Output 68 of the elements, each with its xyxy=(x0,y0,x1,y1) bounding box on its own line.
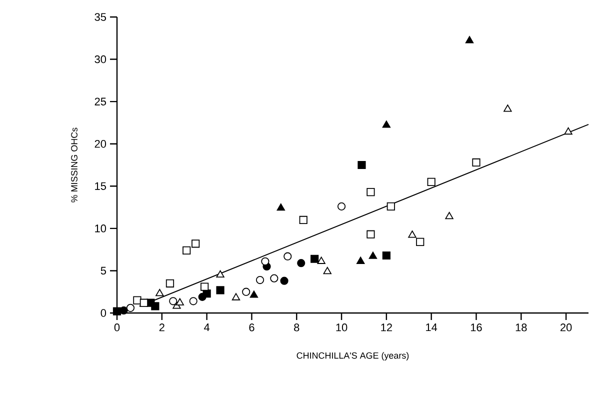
point xyxy=(504,104,512,112)
point xyxy=(382,251,390,260)
point xyxy=(140,298,148,307)
point xyxy=(310,254,319,263)
point xyxy=(256,276,264,284)
x-tick-label: 6 xyxy=(249,324,254,332)
point xyxy=(189,297,198,306)
y-tick-label: 25 xyxy=(94,98,106,106)
x-axis-title: CHINCHILLA'S AGE (years) xyxy=(296,352,409,360)
x-tick-label: 0 xyxy=(114,324,120,332)
point xyxy=(151,302,160,310)
point xyxy=(182,246,191,254)
point xyxy=(366,230,375,238)
point xyxy=(337,202,346,210)
point xyxy=(445,212,454,220)
y-tick-label: 20 xyxy=(94,140,106,148)
point xyxy=(299,216,308,224)
point xyxy=(192,240,200,248)
point xyxy=(358,160,366,170)
x-tick-label: 4 xyxy=(204,324,210,332)
point xyxy=(280,276,288,285)
x-tick-label: 18 xyxy=(516,324,527,332)
y-tick-label: 35 xyxy=(94,13,106,21)
point xyxy=(261,257,270,266)
x-tick-label: 20 xyxy=(560,324,572,332)
point xyxy=(297,259,306,268)
point xyxy=(216,270,224,278)
point xyxy=(133,296,142,304)
x-tick-label: 12 xyxy=(381,324,392,332)
y-tick-label: 15 xyxy=(95,182,106,190)
point xyxy=(382,120,391,128)
point xyxy=(250,290,258,298)
point xyxy=(472,158,480,167)
point xyxy=(126,304,135,312)
point xyxy=(276,203,285,211)
y-tick-label: 10 xyxy=(95,224,106,232)
point xyxy=(242,288,250,296)
x-tick-label: 14 xyxy=(426,324,438,332)
point xyxy=(317,256,326,264)
x-tick-label: 2 xyxy=(159,324,164,332)
point xyxy=(270,274,278,282)
point xyxy=(176,298,184,306)
point xyxy=(564,127,572,135)
y-tick-label: 5 xyxy=(100,266,106,275)
point xyxy=(408,230,416,238)
point xyxy=(216,286,224,294)
point xyxy=(356,256,365,264)
point xyxy=(386,202,395,210)
point xyxy=(427,178,436,186)
x-tick-label: 8 xyxy=(294,324,300,332)
point xyxy=(465,36,474,44)
y-axis-title: % MISSING OHCs xyxy=(71,128,78,202)
point xyxy=(200,282,209,291)
point xyxy=(416,238,424,246)
point xyxy=(198,292,206,301)
point xyxy=(156,288,164,296)
point xyxy=(284,252,292,260)
x-tick-label: 10 xyxy=(336,324,348,332)
x-tick-label: 16 xyxy=(470,324,482,332)
point xyxy=(368,252,378,259)
point xyxy=(232,293,240,300)
point xyxy=(366,188,375,196)
y-tick-label: 0 xyxy=(100,309,106,317)
point xyxy=(112,307,122,316)
point xyxy=(323,266,332,274)
point xyxy=(166,279,174,288)
point xyxy=(169,297,178,306)
y-tick-label: 30 xyxy=(94,55,106,64)
